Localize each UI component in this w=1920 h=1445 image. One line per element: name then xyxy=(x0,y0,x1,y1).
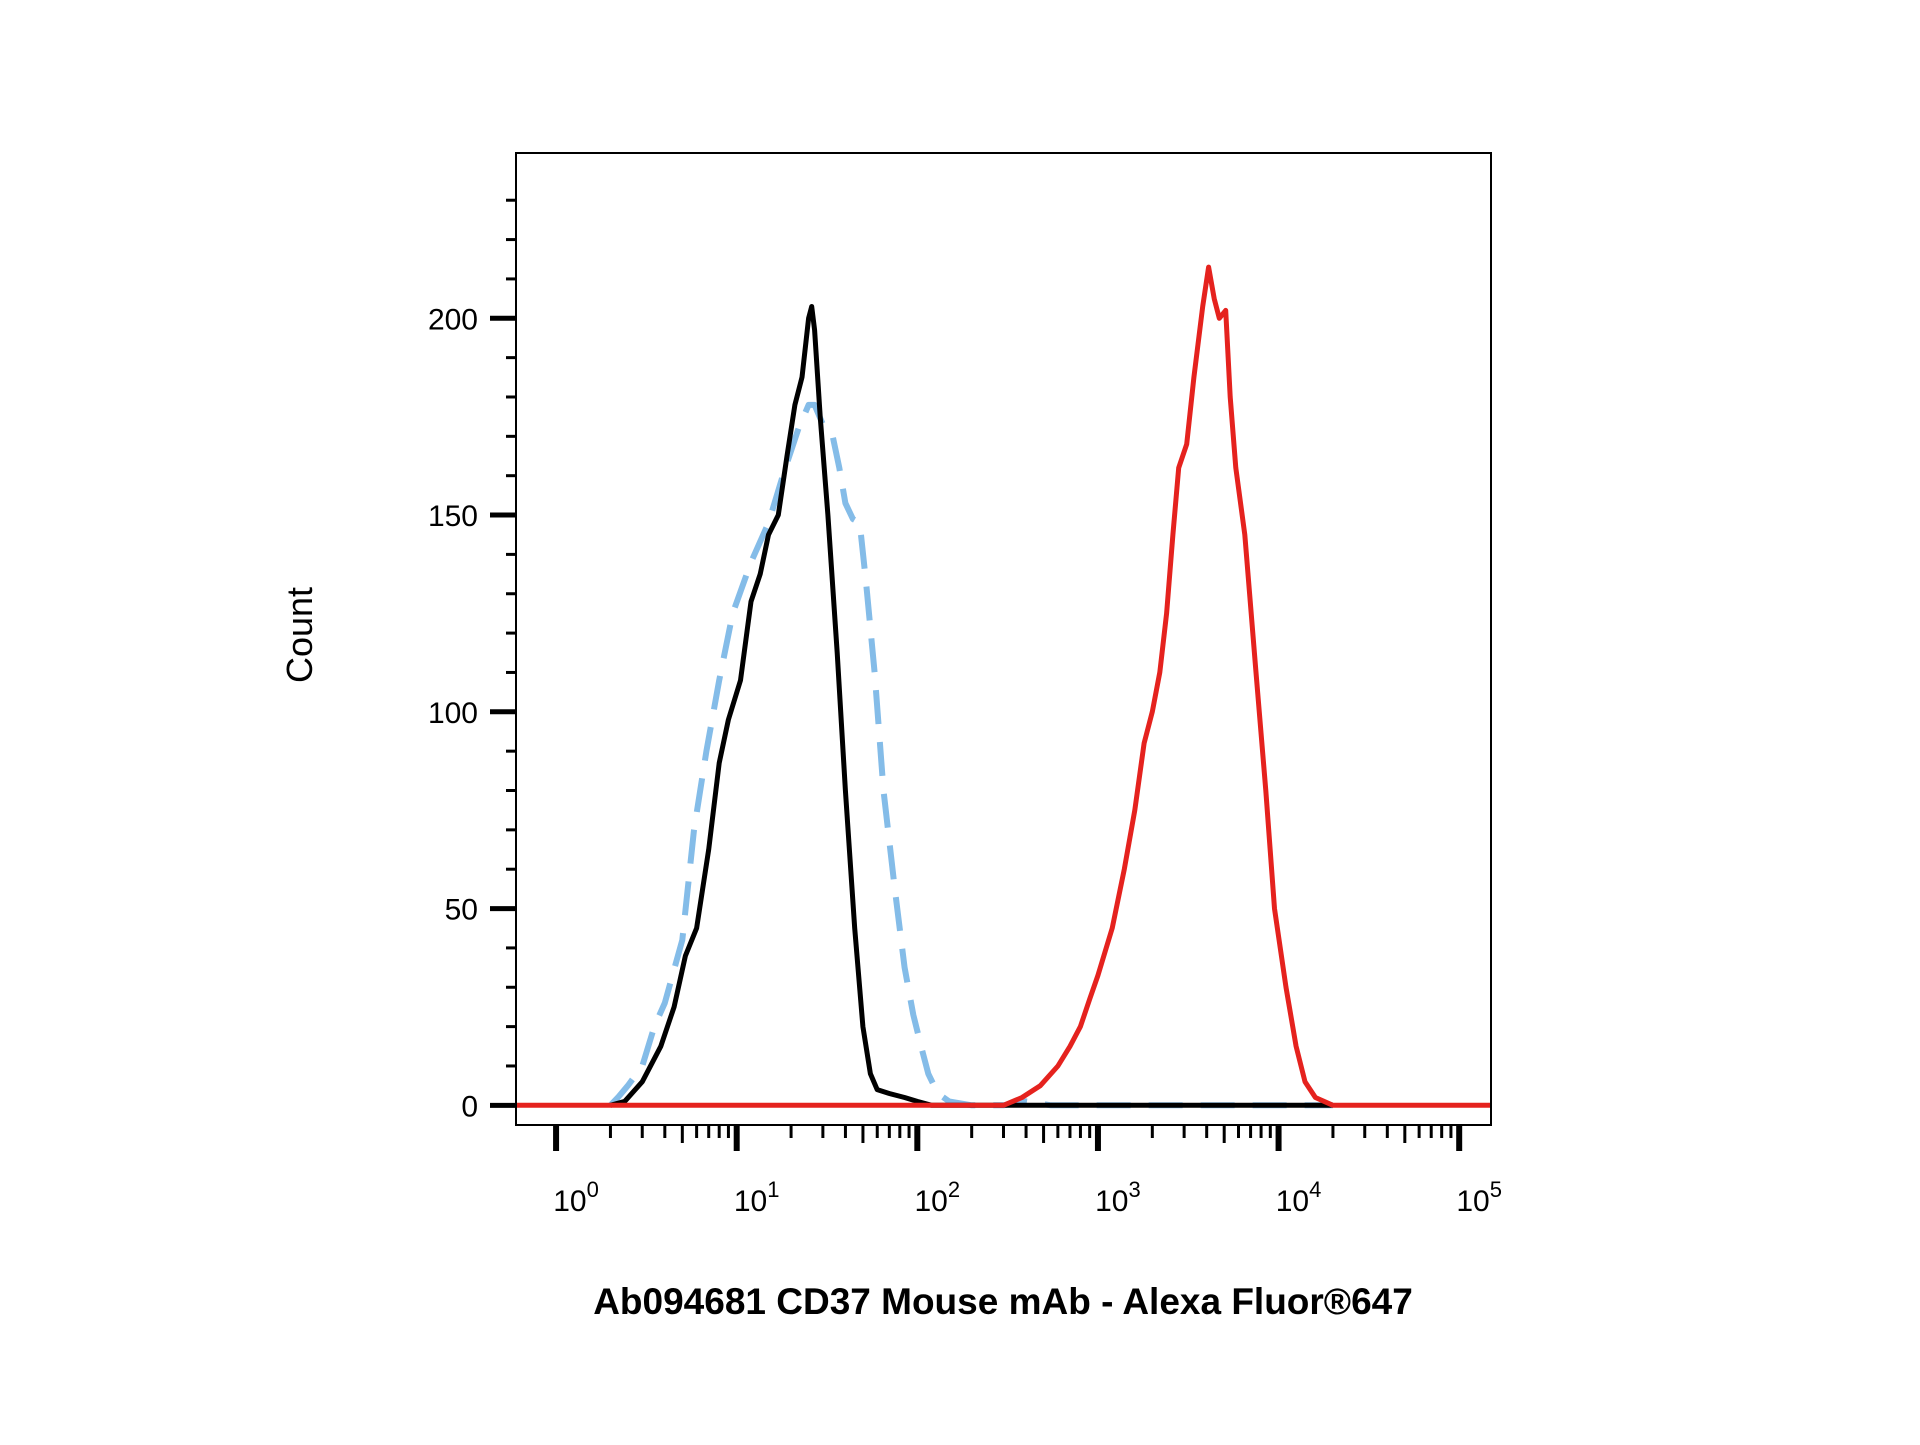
y-tick-label: 100 xyxy=(428,697,478,730)
y-axis-label: Count xyxy=(279,587,320,683)
x-tick-label: 103 xyxy=(1095,1177,1141,1218)
y-axis: 0 50 100 150 200 xyxy=(428,198,516,1123)
x-axis-label: Ab094681 CD37 Mouse mAb - Alexa Fluor®64… xyxy=(593,1281,1413,1322)
series-layer xyxy=(516,264,1491,1109)
x-tick-label: 100 xyxy=(553,1177,599,1218)
y-tick-label: 150 xyxy=(428,500,478,533)
plot-frame xyxy=(515,152,1492,1126)
x-tick-label: 102 xyxy=(915,1177,961,1218)
x-tick-label: 104 xyxy=(1276,1177,1322,1218)
y-tick-label: 0 xyxy=(461,1090,478,1123)
y-tick-label: 200 xyxy=(428,303,478,336)
x-axis: 100 101 102 103 104 105 xyxy=(553,1125,1502,1218)
series-line-1 xyxy=(608,401,1333,1109)
series-line-2 xyxy=(609,304,1333,1108)
x-tick-label: 105 xyxy=(1456,1177,1502,1218)
series-line-3 xyxy=(516,264,1491,1108)
y-tick-label: 50 xyxy=(445,894,478,927)
x-tick-label: 101 xyxy=(734,1177,780,1218)
